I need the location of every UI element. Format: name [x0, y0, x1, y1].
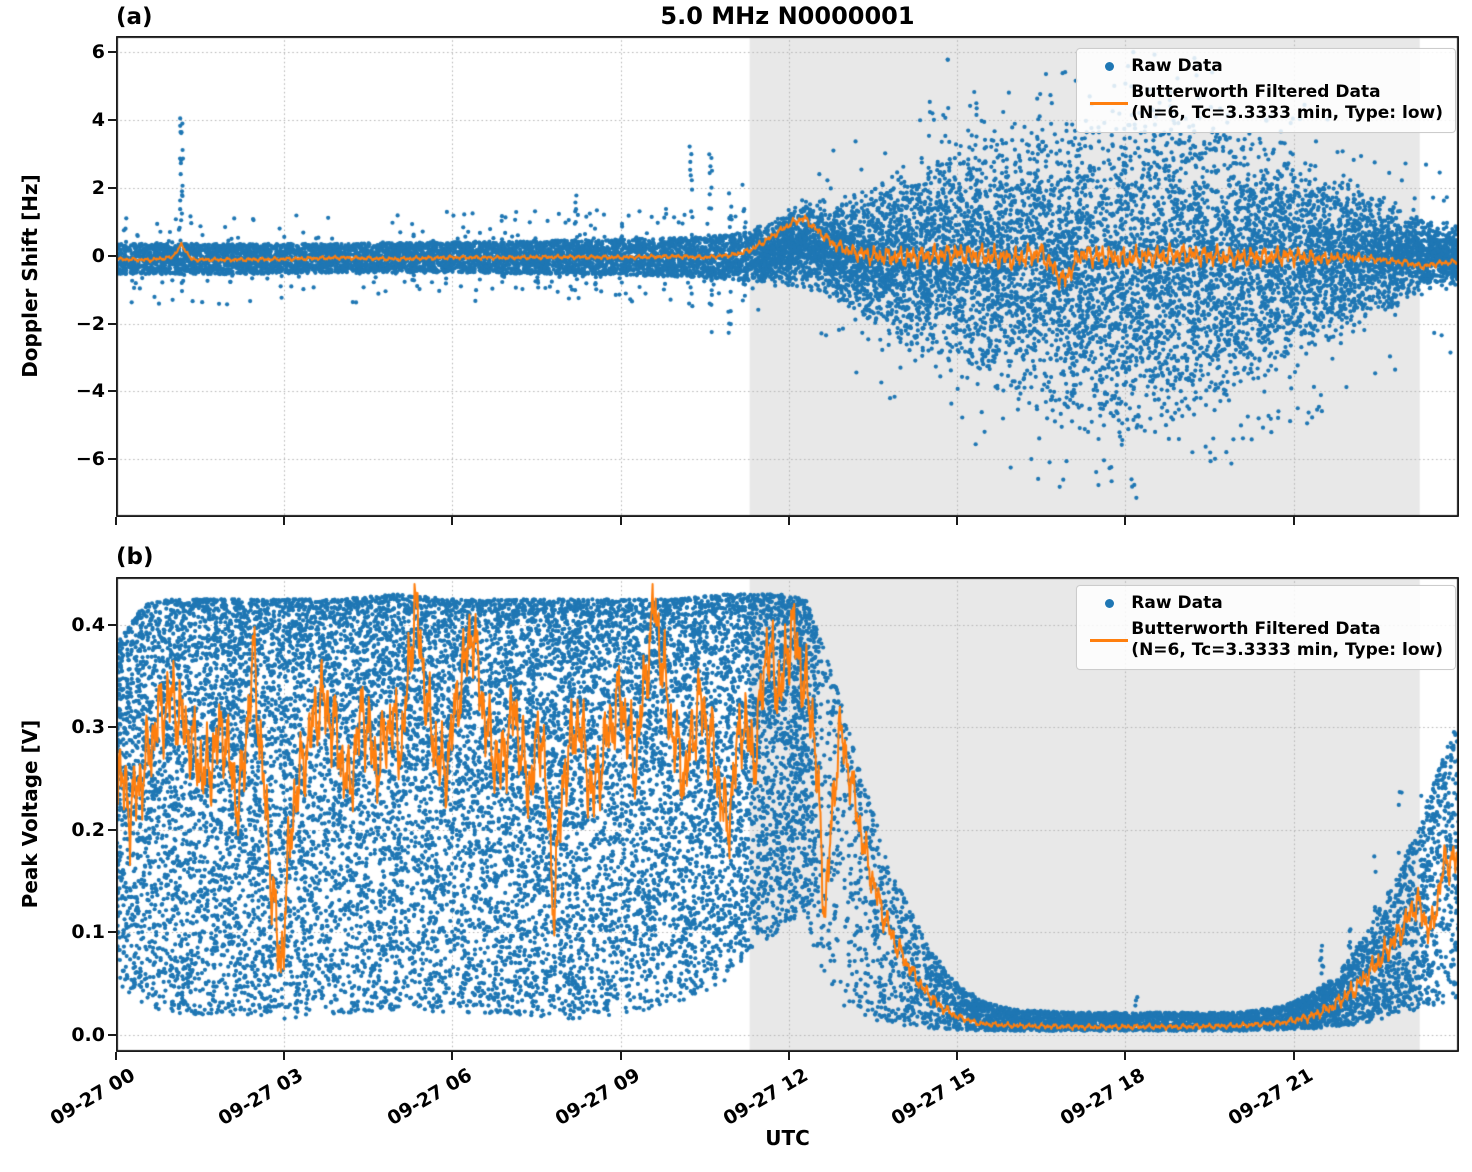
y-tick-mark [108, 623, 116, 626]
figure-title: 5.0 MHz N0000001 [660, 2, 915, 30]
y-tick-label: 0.2 [71, 818, 105, 841]
raw-data-marker-icon [1087, 62, 1131, 71]
y-tick-mark [108, 726, 116, 729]
x-tick-mark [619, 517, 622, 525]
x-tick-mark [619, 1052, 622, 1060]
x-tick-label: 09-27 18 [1056, 1064, 1149, 1130]
y-tick-mark [108, 828, 116, 831]
panel-b-plot-area: Raw Data Butterworth Filtered Data (N=6,… [116, 577, 1459, 1052]
y-tick-mark [108, 390, 116, 393]
panel-a-legend: Raw Data Butterworth Filtered Data (N=6,… [1076, 48, 1456, 133]
y-tick-mark [108, 458, 116, 461]
panel-a-y-axis-label: Doppler Shift [Hz] [18, 174, 42, 378]
x-tick-label: 09-27 21 [1224, 1064, 1317, 1130]
x-tick-mark [115, 517, 117, 525]
legend-filtered-label-line1: Butterworth Filtered Data [1131, 619, 1381, 639]
x-tick-label: 09-27 15 [887, 1064, 981, 1130]
x-tick-label: 09-27 00 [46, 1064, 139, 1130]
x-tick-mark [1292, 1052, 1295, 1060]
raw-data-marker-icon [1087, 599, 1131, 608]
y-tick-mark [108, 322, 116, 325]
x-tick-mark [283, 517, 286, 525]
y-tick-label: 0 [91, 244, 105, 267]
filtered-line-marker-icon [1087, 638, 1131, 642]
y-tick-label: 2 [91, 176, 105, 199]
filtered-line-marker-icon [1087, 101, 1131, 105]
panel-a-plot-area: Raw Data Butterworth Filtered Data (N=6,… [116, 36, 1459, 517]
x-tick-mark [787, 1052, 790, 1060]
x-tick-mark [1292, 517, 1295, 525]
y-tick-label: −4 [75, 380, 105, 403]
x-axis-label: UTC [765, 1126, 810, 1150]
legend-filtered-label-line2: (N=6, Tc=3.3333 min, Type: low) [1131, 103, 1443, 123]
x-tick-mark [283, 1052, 286, 1060]
x-tick-mark [451, 1052, 454, 1060]
y-tick-label: −6 [75, 448, 105, 471]
x-tick-mark [451, 517, 454, 525]
panel-b-legend: Raw Data Butterworth Filtered Data (N=6,… [1076, 585, 1456, 670]
y-tick-label: 0.0 [71, 1023, 105, 1046]
x-tick-mark [1124, 1052, 1127, 1060]
x-tick-label: 09-27 09 [551, 1064, 644, 1130]
y-tick-label: 0.1 [71, 921, 105, 944]
x-tick-mark [787, 517, 790, 525]
x-tick-label: 09-27 12 [719, 1064, 812, 1130]
y-tick-label: 6 [91, 40, 105, 63]
x-tick-mark [956, 517, 959, 525]
y-tick-label: 0.4 [71, 613, 105, 636]
x-tick-label: 09-27 03 [214, 1064, 308, 1130]
y-tick-mark [108, 186, 116, 189]
y-tick-mark [108, 118, 116, 121]
panel-b-tag: (b) [116, 544, 154, 570]
legend-raw-data-label: Raw Data [1131, 56, 1223, 76]
y-tick-label: 4 [91, 108, 105, 131]
y-tick-label: −2 [75, 312, 105, 335]
legend-filtered-label-line1: Butterworth Filtered Data [1131, 82, 1381, 102]
legend-filtered-label-line2: (N=6, Tc=3.3333 min, Type: low) [1131, 640, 1443, 660]
x-tick-mark [115, 1052, 117, 1060]
legend-raw-data-label: Raw Data [1131, 593, 1223, 613]
y-tick-mark [108, 1033, 116, 1036]
legend-filtered-label: Butterworth Filtered Data (N=6, Tc=3.333… [1131, 82, 1443, 124]
panel-b-y-axis-label: Peak Voltage [V] [18, 719, 42, 909]
y-tick-label: 0.3 [71, 716, 105, 739]
y-tick-mark [108, 931, 116, 934]
panel-a-tag: (a) [116, 4, 153, 30]
x-tick-mark [956, 1052, 959, 1060]
y-tick-mark [108, 254, 116, 257]
x-tick-mark [1124, 517, 1127, 525]
legend-filtered-label: Butterworth Filtered Data (N=6, Tc=3.333… [1131, 619, 1443, 661]
x-tick-label: 09-27 06 [383, 1064, 476, 1130]
y-tick-mark [108, 50, 116, 53]
